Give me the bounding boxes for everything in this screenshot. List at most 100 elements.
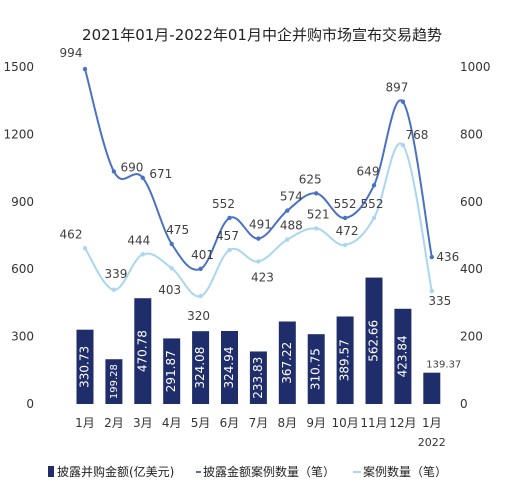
- line-value-label: 552: [361, 197, 384, 211]
- x-tick-label: 6月: [220, 416, 240, 430]
- line-point: [169, 241, 174, 247]
- x-tick-label: 3月: [133, 416, 153, 430]
- line-point: [140, 175, 145, 181]
- bar-value-label: 562.66: [367, 320, 381, 362]
- bar-value-label: 291.87: [164, 350, 178, 392]
- bar-series: [76, 277, 441, 404]
- line-value-label: 625: [299, 172, 322, 186]
- line-value-label: 768: [405, 128, 428, 142]
- bar-value-label: 330.73: [78, 346, 92, 388]
- x-tick-label: 2月: [104, 416, 124, 430]
- bar: [163, 338, 181, 404]
- line-value-label: 897: [385, 81, 408, 95]
- line-value-label: 488: [280, 219, 303, 233]
- line-point: [400, 99, 406, 104]
- bar-value-label: 423.84: [395, 335, 409, 377]
- line-value-label: 521: [307, 207, 330, 221]
- line-value-label: 552: [212, 197, 235, 211]
- line-point: [82, 66, 88, 72]
- line-value-label: 436: [436, 250, 459, 264]
- line-value-label: 690: [120, 160, 143, 174]
- x-tick-label: 12月: [389, 416, 416, 430]
- axes: 0 300 600 900 1200 1500 0 200 400 600 800 1000: [3, 60, 490, 411]
- line-point: [400, 142, 406, 148]
- line-value-label: 475: [166, 223, 189, 237]
- data-labels: 330.73 199.28 470.78 291.87 324.08 324.94 233.…: [60, 46, 462, 399]
- line-series: [82, 66, 434, 299]
- line-point: [342, 215, 348, 221]
- line-value-label: 320: [187, 309, 210, 323]
- line-point: [111, 287, 117, 292]
- line-value-label: 491: [249, 218, 272, 232]
- x-tick-label: 10月: [331, 416, 358, 430]
- y-right-tick-label: 200: [460, 330, 483, 344]
- bar: [278, 321, 296, 404]
- bar: [365, 277, 383, 404]
- x-tick-label: 7月: [249, 416, 269, 430]
- line-value-label: 574: [280, 190, 303, 204]
- line-value-label: 457: [216, 229, 239, 243]
- bar: [423, 372, 441, 404]
- line-value-label: 649: [357, 164, 380, 178]
- bar-value-label: 310.75: [309, 348, 323, 390]
- line-point: [314, 191, 319, 196]
- line-value-label: 401: [191, 248, 214, 262]
- legend-label: 披露金额案例数量（笔）: [203, 464, 335, 479]
- y-right-tick-label: 0: [460, 397, 468, 411]
- bar-value-label: 233.83: [251, 357, 265, 399]
- x-axis: 1月 2月 3月 4月 5月 6月 7月 8月 9月 10月 11月 12月 1月 2022: [75, 416, 446, 449]
- y-left-tick-label: 0: [26, 397, 34, 411]
- bar: [394, 308, 412, 404]
- line-value-label: 994: [60, 46, 83, 60]
- bar: [76, 329, 94, 404]
- line-point: [169, 265, 174, 271]
- line-point: [371, 215, 377, 221]
- y-left-tick-label: 1500: [3, 60, 34, 74]
- line-point: [371, 183, 377, 188]
- line-point: [227, 215, 232, 221]
- line-value-label: 403: [158, 283, 181, 297]
- bar-value-label: 324.08: [193, 347, 207, 389]
- legend-bar-swatch: [48, 466, 54, 477]
- line-value-label: 339: [104, 267, 127, 281]
- x-tick-label: 9月: [306, 416, 326, 430]
- x-tick-label: 1月: [422, 416, 442, 430]
- y-left-tick-label: 300: [11, 330, 34, 344]
- x-tick-label: 11月: [360, 416, 387, 430]
- y-left-tick-label: 900: [11, 195, 34, 209]
- line-point: [140, 252, 145, 257]
- line-point: [342, 242, 348, 248]
- bar-value-label: 367.22: [280, 342, 294, 384]
- line-point: [285, 208, 290, 213]
- legend: 披露并购金额(亿美元) 披露金额案例数量（笔） 案例数量（笔）: [48, 464, 447, 479]
- line-value-label: 423: [251, 270, 274, 284]
- line-point: [256, 236, 261, 241]
- line-point: [198, 293, 203, 299]
- bar-value-label: 389.57: [338, 339, 352, 381]
- line-point: [227, 247, 232, 253]
- line-value-label: 472: [336, 224, 359, 238]
- bar: [249, 351, 267, 404]
- bar: [134, 298, 152, 404]
- line-value-label: 671: [149, 167, 172, 181]
- line-point: [429, 254, 434, 260]
- bar-value-label: 199.28: [109, 364, 120, 399]
- legend-label: 案例数量（笔）: [363, 464, 447, 479]
- line-point: [82, 246, 88, 251]
- y-right-tick-label: 800: [460, 127, 483, 141]
- chart-title: 2021年01月-2022年01月中企并购市场宣布交易趋势: [82, 26, 442, 44]
- bar-value-label: 324.94: [222, 346, 236, 388]
- bar: [336, 316, 354, 404]
- bar: [307, 334, 325, 404]
- bar: [221, 330, 238, 404]
- y-left-tick-label: 600: [11, 262, 34, 276]
- line-value-label: 335: [428, 294, 451, 308]
- y-right-tick-label: 600: [460, 195, 483, 209]
- line-value-label: 444: [127, 233, 150, 247]
- y-right-tick-label: 1000: [460, 60, 491, 74]
- line-point: [256, 259, 261, 264]
- y-right-tick-label: 400: [460, 262, 483, 276]
- bar-value-label: 470.78: [135, 330, 149, 372]
- legend-label: 披露并购金额(亿美元): [57, 464, 174, 479]
